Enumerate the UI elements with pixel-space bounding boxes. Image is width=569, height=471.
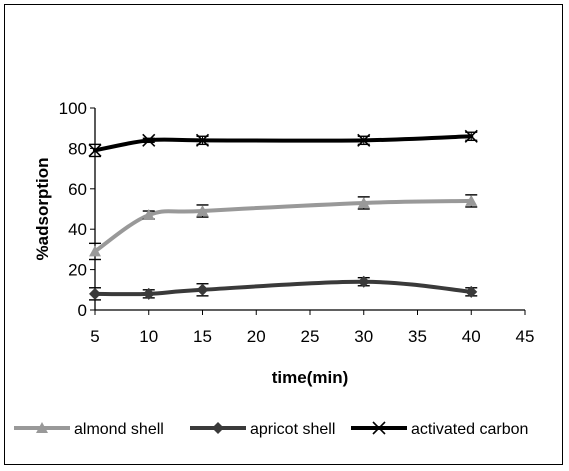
data-point	[89, 245, 101, 257]
x-tick-label: 35	[408, 327, 427, 346]
x-tick-label: 5	[90, 327, 99, 346]
legend-item-almond-shell: almond shell	[14, 421, 164, 438]
y-axis-title: %adsorption	[33, 158, 52, 261]
marker-stroke	[464, 129, 478, 143]
series-line	[93, 198, 474, 254]
y-tick-label: 40	[68, 220, 87, 239]
series-line	[93, 134, 474, 153]
x-axis-ticks: 5 10 15 20 25 30 35 40 45	[90, 310, 534, 346]
marker-stroke	[357, 133, 371, 147]
data-point	[357, 275, 370, 288]
series-almond-shell	[89, 194, 478, 261]
legend-marker	[36, 422, 48, 433]
x-tick-label: 15	[193, 327, 212, 346]
y-tick-label: 100	[59, 99, 87, 118]
y-axis-ticks: 0 20 40 60 80 100	[59, 99, 95, 320]
data-point	[88, 143, 102, 157]
y-tick-label: 20	[68, 261, 87, 280]
x-tick-label: 40	[462, 327, 481, 346]
data-point	[142, 133, 156, 147]
x-tick-label: 25	[301, 327, 320, 346]
legend-label: apricot shell	[250, 421, 335, 438]
chart-frame	[4, 4, 563, 465]
marker-stroke	[372, 421, 386, 435]
series-layer	[88, 129, 478, 301]
data-point	[142, 287, 155, 300]
marker-stroke	[195, 133, 210, 147]
y-tick-label: 80	[68, 139, 87, 158]
data-point	[142, 209, 155, 221]
legend-marker	[212, 422, 224, 434]
legend-label: activated carbon	[411, 421, 528, 438]
x-axis-title: time(min)	[272, 368, 349, 387]
data-point	[89, 287, 101, 300]
series-apricot-shell	[89, 275, 478, 301]
legend: almond shell apricot shell activated carbo…	[14, 421, 528, 438]
series-activated-carbon	[88, 129, 478, 158]
x-tick-label: 30	[354, 327, 373, 346]
series-line	[93, 279, 474, 297]
data-point	[465, 285, 478, 298]
data-point	[465, 194, 478, 206]
legend-marker	[372, 421, 386, 435]
data-point	[357, 133, 371, 147]
marker-stroke	[88, 143, 102, 157]
y-tick-label: 0	[78, 301, 87, 320]
marker-stroke	[142, 133, 156, 147]
legend-item-activated-carbon: activated carbon	[351, 421, 528, 438]
data-point	[195, 133, 210, 147]
data-point	[196, 205, 209, 217]
data-point	[196, 283, 209, 296]
data-point	[357, 196, 370, 208]
y-tick-label: 60	[68, 180, 87, 199]
legend-item-apricot-shell: apricot shell	[190, 421, 335, 438]
x-tick-label: 45	[516, 327, 535, 346]
x-tick-label: 10	[139, 327, 158, 346]
data-point	[464, 129, 478, 143]
legend-label: almond shell	[74, 421, 164, 438]
x-tick-label: 20	[247, 327, 266, 346]
